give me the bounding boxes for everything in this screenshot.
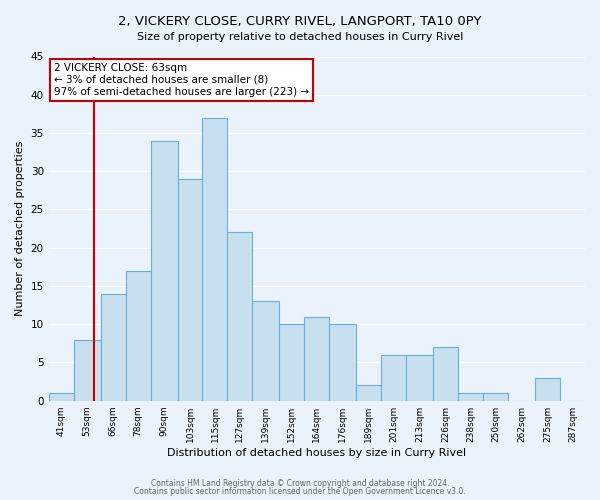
- Text: Contains public sector information licensed under the Open Government Licence v3: Contains public sector information licen…: [134, 487, 466, 496]
- Bar: [356, 386, 381, 400]
- Bar: [253, 302, 280, 400]
- Text: Contains HM Land Registry data © Crown copyright and database right 2024.: Contains HM Land Registry data © Crown c…: [151, 478, 449, 488]
- Bar: [458, 393, 483, 400]
- Bar: [280, 324, 304, 400]
- Bar: [483, 393, 508, 400]
- Bar: [101, 294, 125, 401]
- Bar: [433, 347, 458, 401]
- X-axis label: Distribution of detached houses by size in Curry Rivel: Distribution of detached houses by size …: [167, 448, 466, 458]
- Text: 2 VICKERY CLOSE: 63sqm
← 3% of detached houses are smaller (8)
97% of semi-detac: 2 VICKERY CLOSE: 63sqm ← 3% of detached …: [54, 64, 309, 96]
- Text: Size of property relative to detached houses in Curry Rivel: Size of property relative to detached ho…: [137, 32, 463, 42]
- Bar: [304, 316, 329, 400]
- Bar: [151, 140, 178, 400]
- Bar: [381, 355, 406, 401]
- Bar: [178, 179, 202, 400]
- Bar: [406, 355, 433, 401]
- Bar: [329, 324, 356, 400]
- Bar: [535, 378, 560, 400]
- Text: 2, VICKERY CLOSE, CURRY RIVEL, LANGPORT, TA10 0PY: 2, VICKERY CLOSE, CURRY RIVEL, LANGPORT,…: [118, 15, 482, 28]
- Bar: [227, 232, 253, 400]
- Bar: [49, 393, 74, 400]
- Bar: [74, 340, 101, 400]
- Bar: [125, 270, 151, 400]
- Bar: [202, 118, 227, 401]
- Y-axis label: Number of detached properties: Number of detached properties: [15, 141, 25, 316]
